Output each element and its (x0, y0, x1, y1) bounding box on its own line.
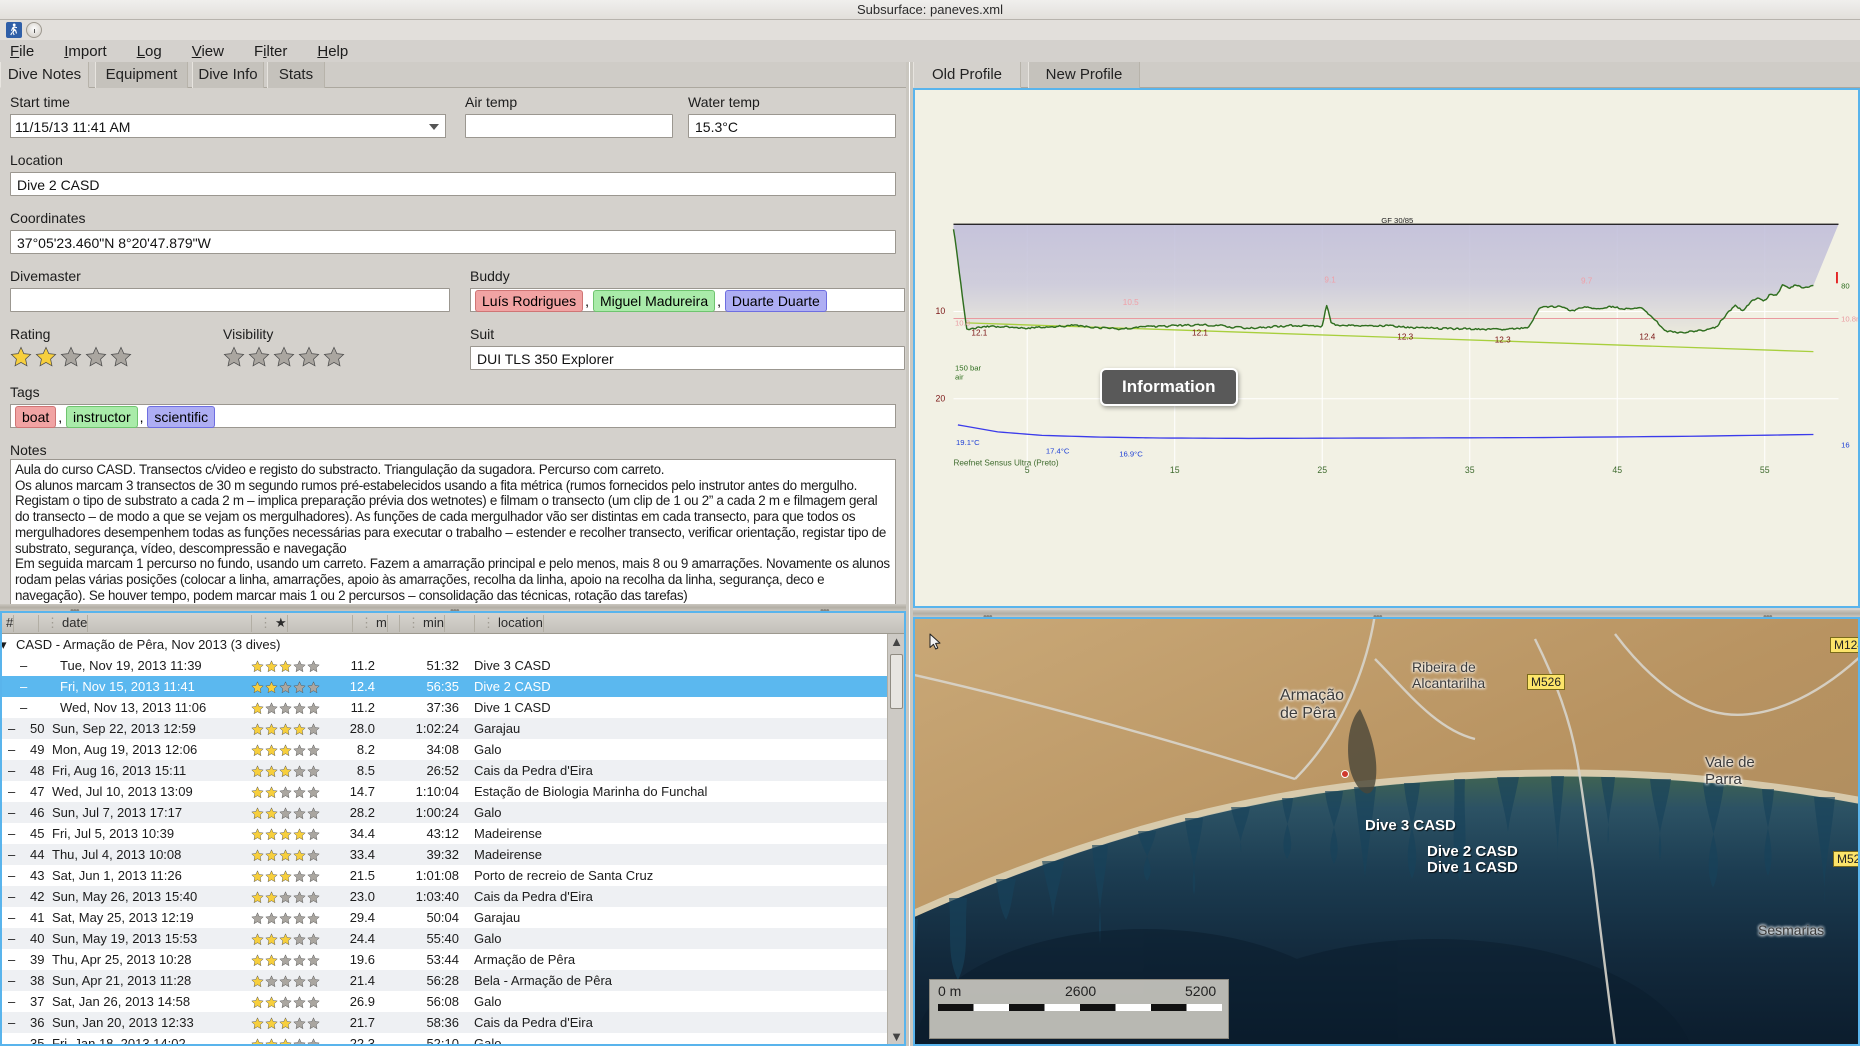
svg-text:16: 16 (1841, 440, 1850, 449)
svg-text:16.9°C: 16.9°C (1119, 450, 1143, 459)
svg-text:9.7: 9.7 (1581, 276, 1593, 285)
svg-text:80: 80 (1841, 281, 1850, 290)
svg-text:150 bar: 150 bar (955, 364, 982, 373)
svg-text:GF 30/85: GF 30/85 (1381, 216, 1413, 225)
svg-text:10.8: 10.8 (955, 318, 970, 327)
svg-text:air: air (955, 373, 964, 382)
svg-text:12.3: 12.3 (1495, 335, 1511, 344)
svg-text:19.1°C: 19.1°C (956, 438, 980, 447)
svg-text:Reefnet Sensus Ultra (Preto): Reefnet Sensus Ultra (Preto) (953, 458, 1058, 467)
svg-text:20: 20 (936, 393, 946, 403)
svg-text:25: 25 (1317, 465, 1327, 475)
svg-text:35: 35 (1465, 465, 1475, 475)
svg-text:9.1: 9.1 (1324, 275, 1336, 284)
svg-text:10.5: 10.5 (1123, 298, 1139, 307)
svg-text:15: 15 (1170, 465, 1180, 475)
svg-text:10: 10 (936, 306, 946, 316)
svg-text:17.4°C: 17.4°C (1046, 447, 1070, 456)
svg-text:12.3: 12.3 (1397, 333, 1413, 342)
svg-text:12.1: 12.1 (1192, 329, 1208, 338)
svg-text:55: 55 (1760, 465, 1770, 475)
svg-text:12.1: 12.1 (971, 329, 987, 338)
svg-text:10.8m: 10.8m (1841, 314, 1858, 323)
svg-text:45: 45 (1612, 465, 1622, 475)
svg-text:12.4: 12.4 (1639, 333, 1655, 342)
